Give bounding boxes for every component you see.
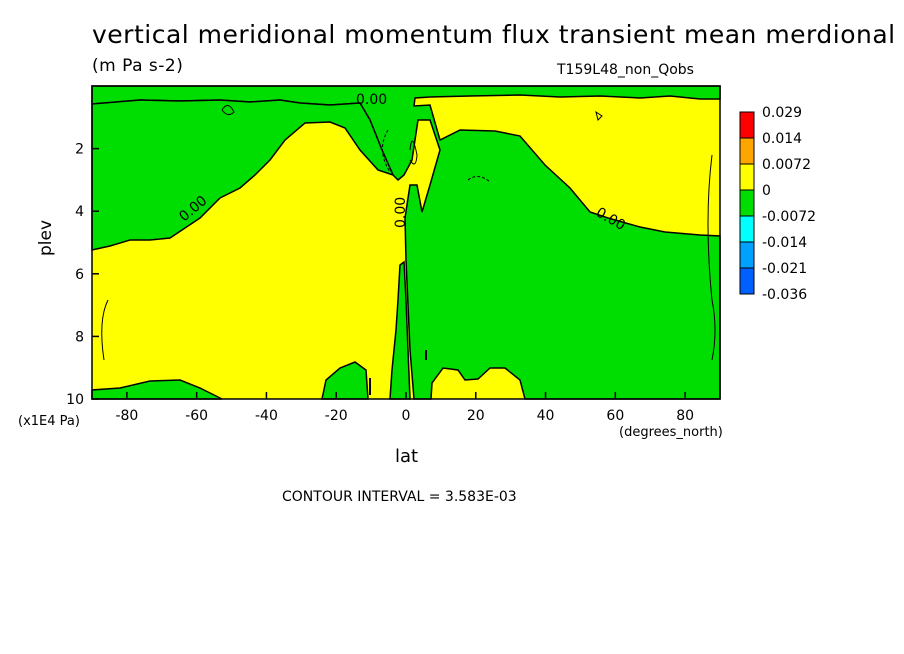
legend-label: -0.021 <box>762 261 807 277</box>
x-tick-label: -40 <box>255 408 278 424</box>
contour-line <box>595 110 603 121</box>
legend-swatch <box>739 189 755 217</box>
x-tick-label: 20 <box>467 408 485 424</box>
y-tick-label: 2 <box>75 142 84 158</box>
dataset-label: T159L48_non_Qobs <box>557 62 694 78</box>
y-tick-label: 4 <box>75 204 84 220</box>
contour-line <box>382 129 391 173</box>
contour-line <box>409 140 418 165</box>
legend-label: 0.014 <box>762 131 802 147</box>
x-axis-units: (degrees_north) <box>619 425 723 440</box>
legend-swatch <box>739 241 755 269</box>
legend-label: -0.014 <box>762 235 807 251</box>
contour-lines <box>101 105 716 395</box>
contour-line <box>707 154 716 361</box>
y-tick-label: 6 <box>75 267 84 283</box>
plot-area: 0.00 0.00 0.00 0.00 <box>91 85 721 400</box>
negative-region-equator-surface <box>389 260 411 400</box>
y-tick-label: 8 <box>75 329 84 345</box>
legend-label: -0.036 <box>762 287 807 303</box>
contour-label: 0.00 <box>393 197 409 228</box>
x-axis: -80 -60 -40 -20 0 20 40 60 80 <box>115 392 694 424</box>
legend: 0.029 0.014 0.0072 0 -0.0072 -0.014 -0.021 -0.0… <box>739 105 816 303</box>
x-tick-label: -80 <box>115 408 138 424</box>
legend-swatch <box>739 267 755 295</box>
legend-label: 0.0072 <box>762 157 811 173</box>
y-axis: 2 4 6 8 10 <box>66 142 99 408</box>
x-tick-label: 80 <box>676 408 694 424</box>
legend-swatch <box>739 111 755 139</box>
legend-label: 0 <box>762 183 771 199</box>
x-tick-label: -20 <box>325 408 348 424</box>
x-tick-label: 60 <box>606 408 624 424</box>
contour-line <box>101 299 109 361</box>
legend-label: -0.0072 <box>762 209 816 225</box>
x-tick-label: 40 <box>537 408 555 424</box>
legend-swatch <box>739 137 755 165</box>
contour-label: 0.00 <box>356 92 387 108</box>
y-tick-label: 10 <box>66 392 84 408</box>
negative-region-south-surface <box>91 379 223 400</box>
chart-units: (m Pa s-2) <box>92 56 184 76</box>
legend-swatch <box>739 215 755 243</box>
contour-line <box>467 176 491 183</box>
x-tick-label: -60 <box>185 408 208 424</box>
contour-line <box>221 105 235 116</box>
legend-swatch <box>739 163 755 191</box>
x-tick-label: 0 <box>402 408 411 424</box>
x-axis-label: lat <box>395 446 419 467</box>
legend-label: 0.029 <box>762 105 802 121</box>
y-axis-units: (x1E4 Pa) <box>18 414 80 429</box>
contour-interval: CONTOUR INTERVAL = 3.583E-03 <box>282 489 517 505</box>
chart-title: vertical meridional momentum flux transi… <box>92 20 896 49</box>
negative-region-south-upper <box>91 99 395 251</box>
